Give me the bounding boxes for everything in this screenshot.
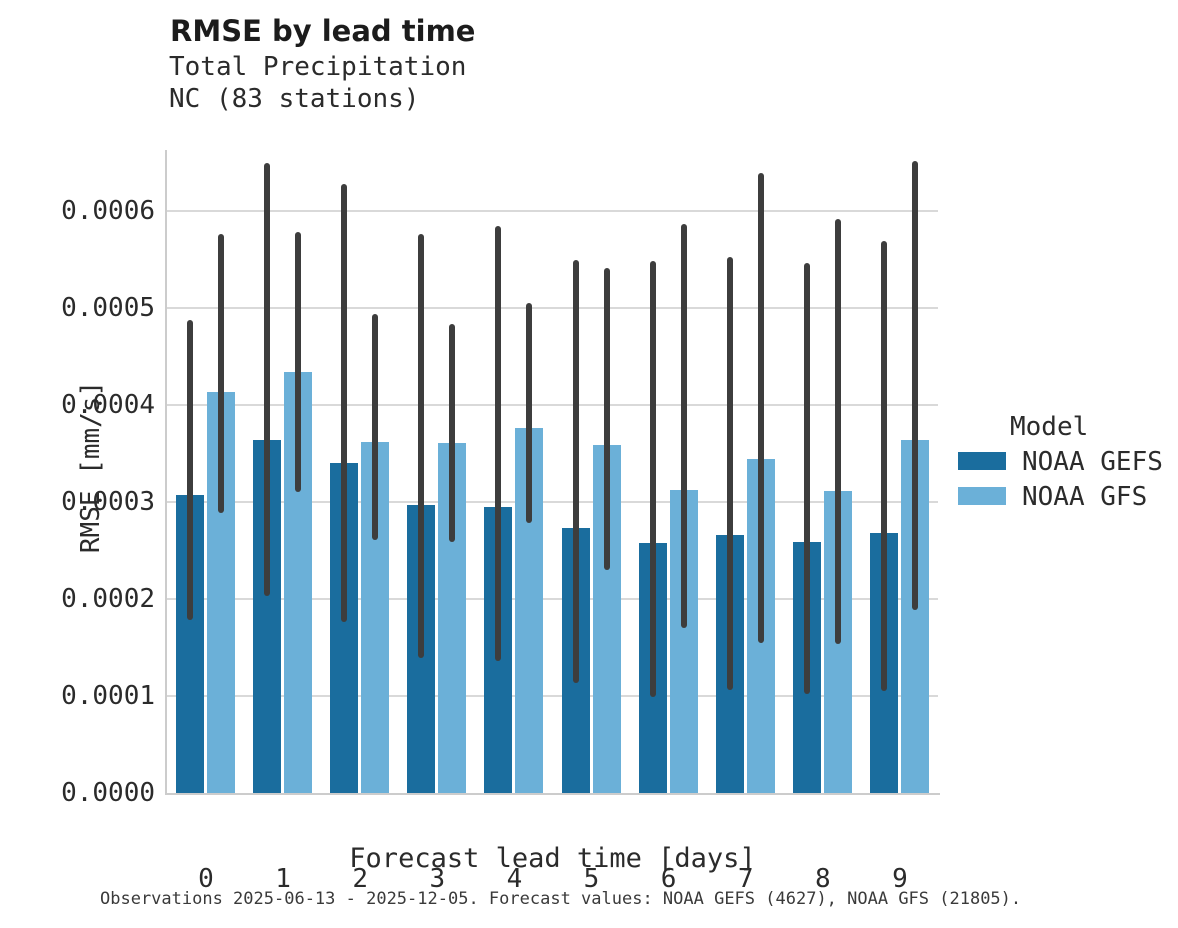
error-bar-noaa-gefs-day6: [649, 260, 656, 697]
error-bar-noaa-gefs-day0: [187, 319, 194, 621]
error-bar-noaa-gefs-day5: [572, 259, 579, 684]
plot-area: [167, 150, 938, 793]
x-tick-label: 9: [892, 864, 908, 894]
legend-label: NOAA GEFS: [1022, 447, 1163, 477]
x-tick-label: 4: [506, 864, 523, 894]
gridline: [167, 307, 938, 310]
gridline: [167, 598, 938, 601]
error-bar-noaa-gefs-day3: [418, 234, 425, 659]
x-tick-label: 0: [198, 864, 214, 894]
error-bar-noaa-gfs-day5: [603, 268, 610, 570]
x-tick-label: 2: [352, 864, 369, 894]
x-axis-label: Forecast lead time [days]: [349, 843, 756, 874]
error-bar-noaa-gfs-day7: [757, 173, 764, 643]
error-bar-noaa-gefs-day2: [341, 183, 348, 623]
y-tick-label: 0.0005: [61, 293, 155, 324]
chart-title: RMSE by lead time: [170, 14, 476, 48]
y-tick-label: 0.0000: [61, 778, 155, 808]
legend-swatch-noaa-gfs: [958, 487, 1006, 505]
error-bar-noaa-gfs-day3: [449, 323, 456, 542]
gridline: [167, 695, 938, 698]
error-bar-noaa-gfs-day9: [911, 160, 918, 610]
y-tick-label: 0.0003: [61, 487, 155, 518]
x-tick-label: 6: [660, 864, 677, 894]
error-bar-noaa-gfs-day0: [218, 234, 225, 513]
x-axis-spine: [165, 793, 940, 795]
error-bar-noaa-gfs-day4: [526, 303, 533, 524]
y-axis-spine: [165, 150, 167, 795]
chart-caption: Observations 2025-06-13 - 2025-12-05. Fo…: [100, 889, 1022, 909]
x-tick-label: 7: [737, 864, 754, 894]
error-bar-noaa-gefs-day9: [880, 241, 887, 692]
x-tick-label: 3: [429, 864, 446, 894]
error-bar-noaa-gfs-day6: [680, 223, 687, 629]
x-tick-label: 5: [583, 864, 600, 894]
error-bar-noaa-gfs-day8: [834, 218, 841, 644]
y-tick-label: 0.0004: [61, 390, 155, 421]
gridline: [167, 404, 938, 407]
x-tick-label: 1: [275, 864, 291, 894]
error-bar-noaa-gfs-day1: [295, 232, 302, 493]
y-tick-label: 0.0006: [61, 196, 155, 227]
error-bar-noaa-gefs-day7: [726, 256, 733, 691]
legend-label: NOAA GFS: [1022, 482, 1148, 512]
legend-title: Model: [1010, 412, 1089, 442]
x-tick-label: 8: [814, 864, 831, 894]
gridline: [167, 501, 938, 504]
legend-swatch-noaa-gefs: [958, 452, 1006, 470]
y-tick-label: 0.0001: [61, 681, 155, 712]
error-bar-noaa-gefs-day4: [495, 225, 502, 662]
y-tick-label: 0.0002: [61, 584, 155, 615]
chart-subtitle-region: NC (83 stations): [169, 84, 420, 114]
gridline: [167, 210, 938, 213]
y-axis-label: RMSE [mm/s]: [76, 380, 106, 554]
error-bar-noaa-gefs-day1: [264, 162, 271, 597]
chart-subtitle-variable: Total Precipitation: [169, 52, 467, 82]
error-bar-noaa-gefs-day8: [803, 262, 810, 695]
error-bar-noaa-gfs-day2: [372, 313, 379, 540]
